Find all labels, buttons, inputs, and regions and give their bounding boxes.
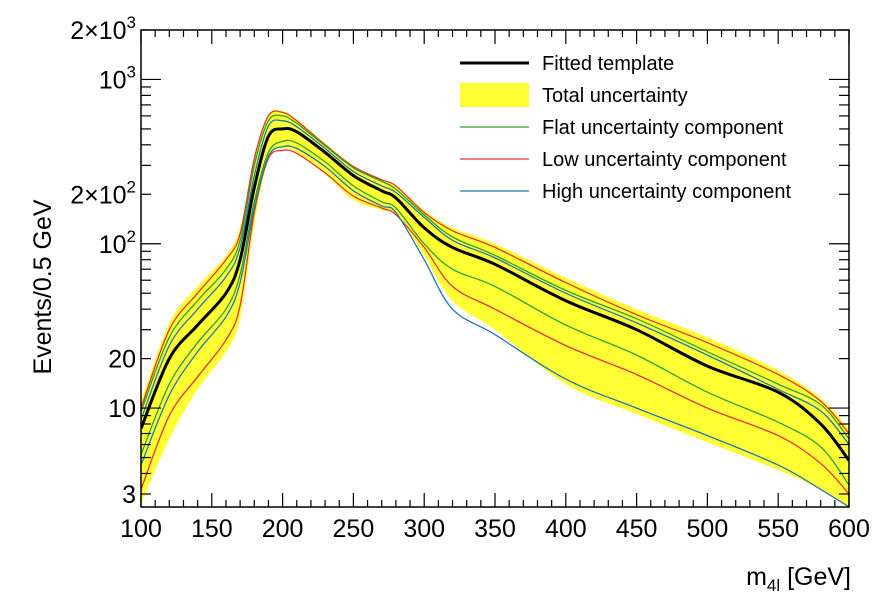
low-uncertainty-lower-line [141, 149, 849, 495]
fitted-template-line [141, 126, 849, 462]
axis-ticks [140, 29, 850, 507]
x-tick-label: 550 [757, 515, 799, 543]
y-tick-label: 3 [122, 481, 136, 509]
y-tick-label: 102 [99, 227, 136, 259]
y-tick-labels: 3 10 20 102 2×102 103 2×103 [70, 13, 136, 509]
legend: Fitted template Total uncertainty Flat unc… [460, 53, 791, 203]
legend-item: Total uncertainty [460, 83, 688, 107]
flat-uncertainty-upper-line [141, 114, 849, 440]
y-tick-label: 20 [108, 346, 136, 374]
legend-item: Flat uncertainty component [460, 117, 784, 139]
x-axis-title-main: m [746, 563, 767, 591]
flat-uncertainty-lower-line [141, 139, 849, 486]
x-axis-title: m4l [GeV] [746, 563, 851, 595]
x-axis-title-sub: 4l [767, 576, 780, 595]
y-tick-label: 2×103 [70, 13, 136, 45]
y-axis-title: Events/0.5 GeV [29, 199, 57, 374]
high-uncertainty-lower-line [141, 145, 849, 507]
x-tick-label: 400 [545, 515, 587, 543]
x-tick-label: 100 [120, 515, 162, 543]
legend-label: Low uncertainty component [542, 149, 787, 171]
legend-item: Fitted template [460, 53, 674, 75]
x-tick-label: 150 [191, 515, 233, 543]
low-uncertainty-upper-line [141, 110, 849, 434]
total-uncertainty-band [141, 109, 849, 507]
legend-label: Fitted template [542, 53, 674, 75]
legend-item: High uncertainty component [460, 181, 791, 203]
x-tick-label: 300 [403, 515, 445, 543]
x-tick-labels: 100 150 200 250 300 350 400 450 500 550 600 [120, 515, 870, 543]
x-tick-label: 600 [828, 515, 870, 543]
x-axis-title-unit: [GeV] [780, 563, 851, 591]
legend-swatch [460, 83, 529, 107]
legend-item: Low uncertainty component [460, 149, 787, 171]
x-tick-label: 200 [262, 515, 304, 543]
high-uncertainty-upper-line [141, 119, 849, 445]
y-tick-label: 10 [108, 395, 136, 423]
x-tick-label: 350 [474, 515, 516, 543]
legend-label: High uncertainty component [542, 181, 791, 203]
y-tick-label: 103 [99, 62, 136, 94]
legend-label: Total uncertainty [542, 85, 688, 107]
legend-label: Flat uncertainty component [542, 117, 784, 139]
x-tick-label: 500 [687, 515, 729, 543]
x-tick-label: 250 [333, 515, 375, 543]
y-tick-label: 2×102 [70, 177, 136, 209]
x-tick-label: 450 [616, 515, 658, 543]
plot-area [141, 109, 849, 507]
